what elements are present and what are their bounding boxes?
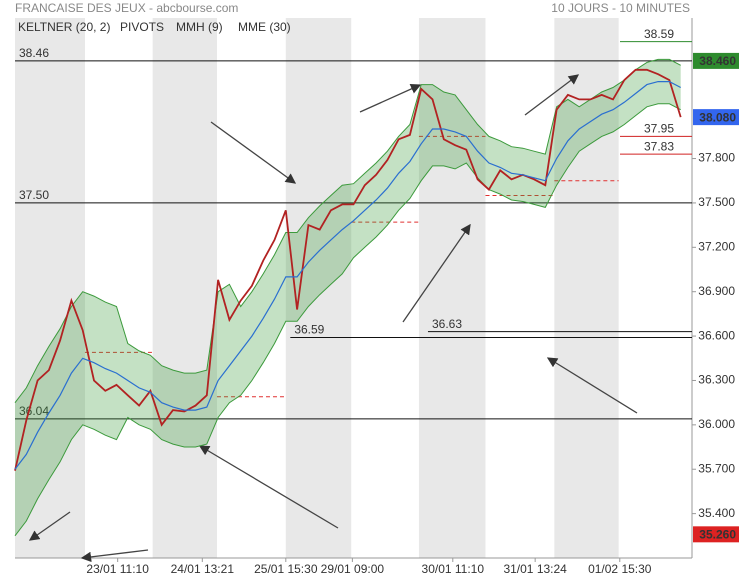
- series-line: [14, 81, 681, 470]
- level-label: 36.59: [294, 323, 324, 337]
- price-tag: [693, 52, 739, 69]
- x-tick-label: 31/01 13:24: [503, 562, 567, 576]
- y-tick-label: 37.800: [698, 151, 735, 165]
- day-band: [418, 18, 486, 558]
- x-tick-label: 23/01 11:10: [86, 562, 149, 576]
- right-level-label: 37.95: [644, 122, 674, 136]
- day-band: [554, 18, 619, 558]
- day-band: [15, 18, 85, 558]
- page-title: FRANCAISE DES JEUX - abcbourse.com: [15, 1, 238, 15]
- y-tick-label: 36.900: [698, 284, 735, 298]
- price-tag-label: 38.080: [699, 110, 736, 124]
- legend-entry: MME (30): [238, 20, 291, 34]
- y-tick-label: 35.700: [698, 461, 735, 475]
- keltner-lower: [14, 103, 681, 537]
- y-tick-label: 35.400: [698, 506, 735, 520]
- price-tag: [693, 109, 739, 126]
- period-label: 10 JOURS - 10 MINUTES: [551, 1, 690, 15]
- price-tag-label: 35.260: [699, 528, 736, 542]
- day-band: [285, 18, 352, 558]
- y-tick-label: 37.500: [698, 195, 735, 209]
- legend-entry: PIVOTS: [120, 20, 164, 34]
- x-tick-label: 01/02 15:30: [588, 562, 652, 576]
- x-tick-label: 24/01 13:21: [171, 562, 235, 576]
- y-tick-label: 36.300: [698, 373, 735, 387]
- plot-background: [15, 18, 693, 559]
- price-tag: [693, 526, 739, 543]
- keltner-upper: [14, 58, 681, 404]
- level-label: 36.63: [432, 317, 462, 331]
- legend-entry: KELTNER (20, 2): [18, 20, 110, 34]
- y-tick-label: 36.600: [698, 328, 735, 342]
- right-level-label: 38.59: [644, 27, 674, 41]
- y-tick-label: 37.200: [698, 239, 735, 253]
- level-label: 36.04: [19, 404, 49, 418]
- annotation-arrows: [28, 74, 638, 563]
- x-tick-label: 30/01 11:10: [422, 562, 485, 576]
- day-band: [152, 18, 217, 558]
- y-tick-label: 36.000: [698, 417, 735, 431]
- level-label: 38.46: [19, 46, 49, 60]
- level-label: 37.50: [19, 188, 49, 202]
- x-tick-label: 29/01 09:00: [321, 562, 385, 576]
- right-level-label: 37.83: [644, 139, 674, 153]
- x-tick-label: 25/01 15:30: [254, 562, 318, 576]
- price-tag-label: 38.460: [699, 54, 736, 68]
- series-line: [14, 68, 682, 471]
- legend-entry: MMH (9): [176, 20, 223, 34]
